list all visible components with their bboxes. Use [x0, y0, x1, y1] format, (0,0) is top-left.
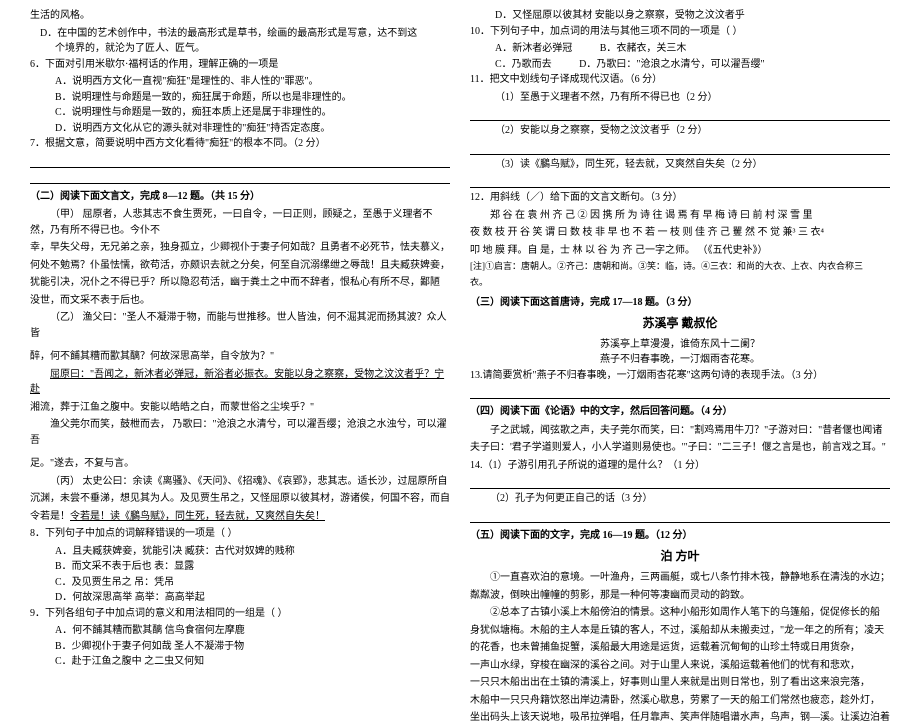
question-11: 11．把文中划线句子译成现代汉语。（6 分）	[470, 72, 890, 88]
passage-line: 醉，何不餔其糟而歠其醨？何故深思高举，自令放为？"	[30, 349, 450, 365]
passage-line: 何处不勉焉？仆虽怯懦，欲苟活，亦颇识去就之分矣，何至自沉溺缧绁之辱哉！且夫臧获婢…	[30, 258, 450, 274]
option-a: A．何不餔其糟而歠其醨 信鸟食宿何左摩鹿	[30, 623, 450, 639]
option-d: D．又怪屈原以彼其材 安能以身之察察，受物之汶汶者乎	[470, 8, 890, 24]
question-10: 10．下列句子中，加点词的用法与其他三项不同的一项是（ ）	[470, 24, 890, 40]
underlined: 屈原曰："吾闻之，新沐者必弹冠，新浴者必振衣。安能以身之察察，受物之汶汶者乎？宁…	[30, 369, 444, 396]
question-13: 13.请简要赏析"燕子不归春事晚，一汀烟雨杏花寒"这两句诗的表现手法。（3 分）	[470, 368, 890, 384]
passage-line: 郑 谷 在 袁 州 齐 己 ② 因 携 所 为 诗 往 谒 焉 有 早 梅 诗 …	[470, 208, 890, 224]
answer-blank[interactable]	[470, 385, 890, 399]
left-column: 生活的风格。 D．在中国的艺术创作中，书法的最高形式是草书，绘画的最高形式是写意…	[20, 8, 460, 642]
answer-blank[interactable]	[470, 107, 890, 121]
passage-line: 夫子曰：'君子学道则爱人，小人学道则易使也。'"子曰："二三子！偃之言是也，前言…	[470, 440, 890, 456]
passage-line: 屈原曰："吾闻之，新沐者必弹冠，新浴者必振衣。安能以身之察察，受物之汶汶者乎？宁…	[30, 367, 450, 398]
poem-title: 苏溪亭 戴叔伦	[470, 314, 890, 333]
passage-line: 令若是！令若是！读《鵩鸟赋》，同生死，轻去就，又爽然自失矣！	[30, 509, 450, 525]
options-row: A．新沐者必弹冠 B．衣赭衣，关三木	[470, 41, 890, 57]
passage-line: 没世，而文采不表于后也。	[30, 293, 450, 309]
passage-line: 子之武城，闻弦歌之声，夫子莞尔而笑，曰："割鸡焉用牛刀？"子游对曰："昔者偃也闻…	[470, 423, 890, 439]
option-a: A．且夫臧获婢妾，犹能引决 臧获：古代对奴婢的贱称	[30, 544, 450, 560]
answer-blank[interactable]	[470, 174, 890, 188]
article-line: 一声山水绿，穿梭在幽深的溪谷之间。对于山里人来说，溪船运载着他们的忧有和悲欢，	[470, 658, 890, 674]
article-title: 泊 方叶	[470, 547, 890, 566]
option-c: C．说明理性与命题是一致的，痴狂本质上还是属于非理性的。	[30, 105, 450, 121]
section-5-title: （五）阅读下面的文字，完成 16—19 题。（12 分）	[470, 528, 890, 544]
option-a: A．新沐者必弹冠	[495, 41, 572, 57]
option-b: B．少卿视仆于妻子何如哉 圣人不凝滞于物	[30, 639, 450, 655]
question-6: 6．下面对引用米歇尔·福柯话的作用，理解正确的一项是	[30, 57, 450, 73]
text: 令若是！	[30, 511, 70, 522]
article-line: 身犹似塘梅。木船的主人本是丘镇的客人，不过，溪船却从未搬卖过，"龙一年之的所有；…	[470, 623, 890, 639]
sub-q-3: （3）读《鵩鸟赋》，同生死，轻去就，又爽然自失矣（2 分）	[470, 157, 890, 173]
option-c: C．乃歌而去	[495, 57, 552, 73]
passage-yi: （乙） 渔父曰："圣人不凝滞于物，而能与世推移。世人皆浊，何不淈其泥而扬其波？众…	[30, 310, 450, 341]
passage-line: 幸，早失父母，无兄弟之亲，独身孤立，少卿视仆于妻子何如哉？且勇者不必死节，怯夫慕…	[30, 240, 450, 256]
section-3-title: （三）阅读下面这首唐诗，完成 17—18 题。（3 分）	[470, 295, 890, 311]
option-d: D．在中国的艺术创作中，书法的最高形式是草书，绘画的最高形式是写意，达不到这	[30, 26, 450, 42]
answer-blank[interactable]	[470, 509, 890, 523]
option-b: B．而文采不表于后也 表：显露	[30, 559, 450, 575]
option-c: C．赴于江鱼之腹中 之二虫又何知	[30, 654, 450, 670]
option-d: D．乃歌曰："沧浪之水清兮，可以濯吾缨"	[579, 57, 764, 73]
option-b: B．衣赭衣，关三木	[600, 41, 687, 57]
option-d: D．何故深思高举 高举：高高举起	[30, 590, 450, 606]
answer-blank[interactable]	[470, 475, 890, 489]
text-line: 生活的风格。	[30, 8, 450, 24]
answer-blank[interactable]	[470, 141, 890, 155]
section-4-title: （四）阅读下面《论语》中的文字，然后回答问题。（4 分）	[470, 404, 890, 420]
article-para: ①一直喜欢泊的意境。一叶渔舟，三两画艇，或七八条竹排木筏，静静地系在清浅的水边；	[470, 570, 890, 586]
article-line: 一只只木船出出在土镇的清溪上，好事则山里人来就是出则日常也，别了看出这来浪完落，	[470, 675, 890, 691]
article-line: 的花香，也未曾捕鱼捉蟹，溪船最大用途是运货，运载着沉甸甸的山珍土特或日用货杂，	[470, 640, 890, 656]
text: （甲） 屈原者，人悲其志不食生贾死，一曰自令，一曰正则，顾疑之，至愚于义理者不然…	[30, 209, 433, 236]
passage-line: 湘流，葬于江鱼之腹中。安能以皓皓之白，而蒙世俗之尘埃乎？"	[30, 400, 450, 416]
passage-bing: （丙） 太史公曰：余读《离骚》、《天问》、《招魂》、《哀郢》，悲其志。适长沙，过…	[30, 474, 450, 490]
passage-jia: （甲） 屈原者，人悲其志不食生贾死，一曰自令，一曰正则，顾疑之，至愚于义理者不然…	[30, 207, 450, 238]
question-14-2: （2）孔子为何更正自己的话（3 分）	[470, 491, 890, 507]
option-c: C．及见贾生吊之 吊：凭吊	[30, 575, 450, 591]
passage-line: 夜 数 枝 开 谷 笑 谓 曰 数 枝 非 早 也 不 若 一 枝 则 佳 齐 …	[470, 225, 890, 241]
passage-line: 叩 地 膜 拜。自 是，士 林 以 谷 为 齐 己一字之师。 （《五代史补》）	[470, 243, 890, 259]
article-line: 木船中一只只舟籍饮怒出岸边清卧，然溪心歇息，劳累了一天的船工们常然也疲恋，趁外灯…	[470, 693, 890, 709]
poem-line: 苏溪亭上草漫漫，谁倚东风十二阑？	[470, 337, 890, 353]
question-9: 9．下列各组句子中加点词的意义和用法相同的一组是（ ）	[30, 606, 450, 622]
passage-line: 犹能引决，况仆之不得已乎？所以隐忍苟活，幽于粪土之中而不辞者，恨私心有所不尽，鄙…	[30, 275, 450, 291]
option-b: B．说明理性与命题是一致的，痴狂属于命题，所以也是非理性的。	[30, 90, 450, 106]
option-d: D．说明西方文化从它的源头就对非理性的"痴狂"持否定态度。	[30, 121, 450, 137]
answer-blank[interactable]	[30, 170, 450, 184]
underlined: 令若是！读《鵩鸟赋》，同生死，轻去就，又爽然自失矣！	[70, 511, 325, 522]
passage-line: 沉渊，未尝不垂涕，想见其为人。及见贾生吊之，又怪屈原以彼其材，游诸侯，何国不容，…	[30, 491, 450, 507]
section-2-title: （二）阅读下面文言文，完成 8—12 题。（共 15 分）	[30, 189, 450, 205]
sub-q-1: （1）至愚于义理者不然，乃有所不得已也（2 分）	[470, 90, 890, 106]
option-d-cont: 个境界的，就沦为了匠人、匠气。	[30, 41, 450, 57]
passage-line: 渔父莞尔而笑，鼓枻而去， 乃歌曰："沧浪之水清兮，可以濯吾缨；沧浪之水浊兮，可以…	[30, 417, 450, 448]
article-line: 粼粼波，倒映出幢幢的剪影，那是一种何等凄幽而灵动的韵致。	[470, 588, 890, 604]
answer-blank[interactable]	[30, 154, 450, 168]
sub-q-2: （2）安能以身之察察，受物之汶汶者乎（2 分）	[470, 123, 890, 139]
passage-line: 足。"遂去，不复与言。	[30, 456, 450, 472]
question-14-1: 14.（1）子游引用孔子所说的道理的是什么？（1 分）	[470, 458, 890, 474]
opt-text: D．在中国的艺术创作中，书法的最高形式是草书，绘画的最高形式是写意，达不到这	[40, 28, 417, 39]
question-7: 7．根据文意，简要说明中西方文化看待"痴狂"的根本不同。（2 分）	[30, 136, 450, 152]
question-12: 12．用斜线（／）给下面的文言文断句。（3 分）	[470, 190, 890, 206]
note: 衣。	[470, 276, 890, 290]
question-8: 8．下列句子中加点的词解释错误的一项是（ ）	[30, 526, 450, 542]
right-column: D．又怪屈原以彼其材 安能以身之察察，受物之汶汶者乎 10．下列句子中，加点词的…	[460, 8, 900, 642]
note: [注]①启言：唐朝人。②齐己：唐朝和尚。③笑：临，诗。④三衣：和尚的大衣、上衣、…	[470, 260, 890, 274]
article-para: ②总本了古镇小溪上木船傍泊的情景。这种小船形如周作人笔下的乌篷船，促促修长的船	[470, 605, 890, 621]
options-row: C．乃歌而去 D．乃歌曰："沧浪之水清兮，可以濯吾缨"	[470, 57, 890, 73]
option-a: A．说明西方文化一直视"痴狂"是理性的、非人性的"罪恶"。	[30, 74, 450, 90]
poem-line: 燕子不归春事晚，一汀烟雨杏花寒。	[470, 352, 890, 368]
article-line: 坐出码头上该天说地，吸吊拉弹唱，任月靠声、笑声伴随唱谱水声，鸟声，钢—溪。让溪边…	[470, 710, 890, 726]
